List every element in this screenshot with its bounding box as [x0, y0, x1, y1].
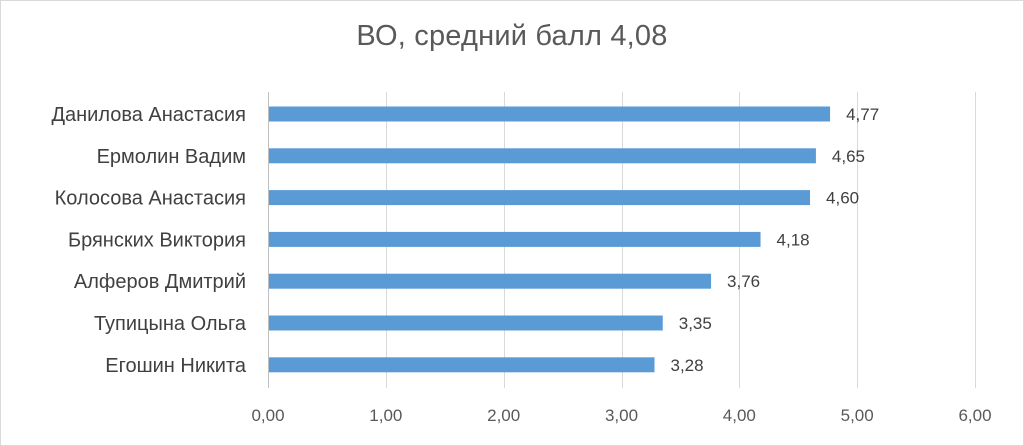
category-label: Тупицына Ольга: [94, 313, 247, 335]
data-label: 4,77: [846, 105, 879, 124]
bar: [269, 106, 831, 122]
data-label: 4,60: [826, 189, 859, 208]
category-label: Брянских Виктория: [68, 229, 246, 251]
category-label: Алферов Дмитрий: [74, 271, 246, 293]
x-tick-label: 1,00: [369, 406, 402, 425]
data-label: 3,28: [670, 356, 703, 375]
x-tick-label: 6,00: [958, 406, 991, 425]
x-tick-labels: 0,00 1,00 2,00 3,00 4,00 5,00 6,00: [251, 406, 991, 425]
bars: [269, 106, 831, 373]
data-label: 3,35: [679, 314, 712, 333]
bar: [269, 357, 655, 373]
category-label: Егошин Никита: [105, 355, 247, 377]
bar: [269, 148, 816, 164]
data-label: 4,18: [777, 230, 810, 249]
category-labels: Данилова Анастасия Ермолин Вадим Колосова …: [51, 104, 246, 377]
x-tick-label: 0,00: [251, 406, 284, 425]
x-tick-label: 5,00: [841, 406, 874, 425]
bar: [269, 231, 761, 247]
data-labels: 4,77 4,65 4,60 4,18 3,76 3,35 3,28: [670, 105, 879, 375]
category-label: Ермолин Вадим: [97, 146, 246, 168]
x-tick-label: 4,00: [723, 406, 756, 425]
data-label: 3,76: [727, 272, 760, 291]
bar: [269, 190, 811, 206]
data-label: 4,65: [832, 147, 865, 166]
bar: [269, 273, 712, 289]
category-label: Данилова Анастасия: [51, 104, 246, 126]
bar: [269, 315, 663, 331]
chart-title: ВО, средний балл 4,08: [356, 20, 668, 52]
x-tick-label: 2,00: [487, 406, 520, 425]
x-tick-label: 3,00: [605, 406, 638, 425]
category-label: Колосова Анастасия: [55, 188, 246, 210]
